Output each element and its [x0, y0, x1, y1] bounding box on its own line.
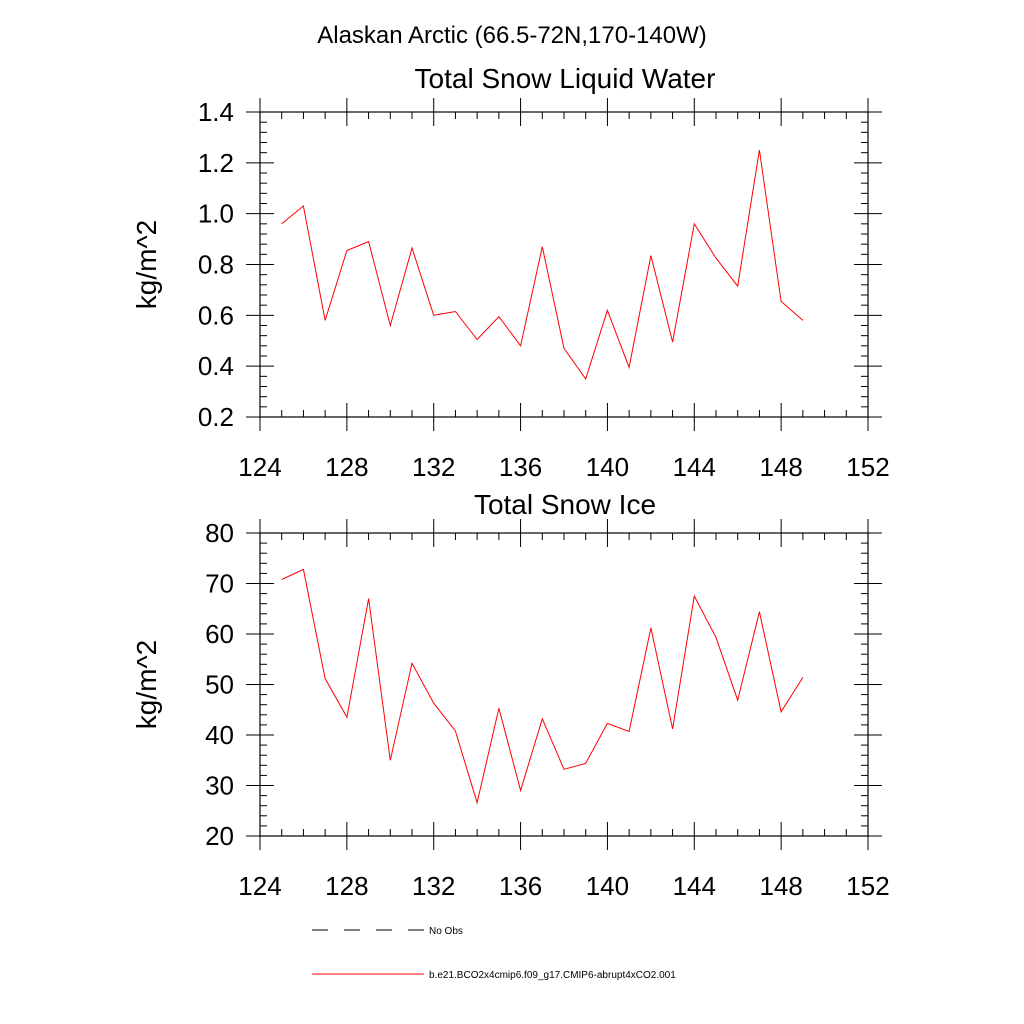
y-tick-labels: 0.2 0.4 0.6 0.8 1.0 1.2 1.4 [198, 97, 234, 432]
x-tick-label: 148 [759, 871, 802, 901]
y-tick-label: 0.2 [198, 402, 234, 432]
tick-marks [246, 98, 882, 431]
y-tick-label: 1.4 [198, 97, 234, 127]
tick-marks [246, 519, 882, 850]
x-tick-label: 128 [325, 871, 368, 901]
x-tick-label: 136 [499, 452, 542, 482]
x-tick-label: 128 [325, 452, 368, 482]
x-tick-label: 124 [238, 452, 281, 482]
series-line [281, 568, 804, 805]
x-tick-labels: 124 128 132 136 140 144 148 152 [238, 871, 889, 901]
x-tick-label: 152 [846, 452, 889, 482]
legend-label-no-obs: No Obs [429, 926, 463, 937]
y-tick-label: 50 [205, 670, 234, 700]
snow-liquid-water-panel: Total Snow Liquid Water 124 128 132 136 140 1… [131, 63, 890, 482]
snow-ice-panel: Total Snow Ice 124 128 132 136 140 144 148 152 … [131, 489, 890, 901]
y-tick-label: 60 [205, 619, 234, 649]
y-tick-label: 30 [205, 771, 234, 801]
x-tick-label: 140 [586, 871, 629, 901]
x-tick-labels: 124 128 132 136 140 144 148 152 [238, 452, 889, 482]
x-tick-label: 136 [499, 871, 542, 901]
legend-label-model: b.e21.BCO2x4cmip6.f09_g17.CMIP6-abrupt4x… [429, 970, 676, 981]
series-lines [281, 568, 804, 805]
x-tick-label: 132 [412, 871, 455, 901]
series-lines [281, 150, 804, 381]
x-tick-label: 144 [673, 452, 716, 482]
y-axis-label: kg/m^2 [131, 640, 162, 729]
x-tick-label: 152 [846, 871, 889, 901]
x-tick-label: 124 [238, 871, 281, 901]
figure-title: Alaskan Arctic (66.5-72N,170-140W) [317, 22, 707, 49]
y-tick-label: 80 [205, 518, 234, 548]
x-tick-label: 144 [673, 871, 716, 901]
y-tick-label: 20 [205, 821, 234, 851]
y-tick-label: 70 [205, 569, 234, 599]
y-tick-labels: 20 30 40 50 60 70 80 [205, 518, 234, 851]
y-tick-label: 40 [205, 720, 234, 750]
y-tick-label: 1.2 [198, 148, 234, 178]
y-axis-label: kg/m^2 [131, 220, 162, 309]
plot-frame [259, 111, 869, 418]
plot-frame [259, 532, 869, 837]
y-tick-label: 0.6 [198, 300, 234, 330]
y-tick-label: 1.0 [198, 199, 234, 229]
y-tick-label: 0.8 [198, 250, 234, 280]
legend: No Obs b.e21.BCO2x4cmip6.f09_g17.CMIP6-a… [312, 926, 676, 981]
x-tick-label: 140 [586, 452, 629, 482]
series-line [281, 150, 804, 381]
panel-title: Total Snow Liquid Water [415, 63, 716, 94]
panel-title: Total Snow Ice [474, 489, 656, 520]
x-tick-label: 132 [412, 452, 455, 482]
x-tick-label: 148 [759, 452, 802, 482]
y-tick-label: 0.4 [198, 351, 234, 381]
